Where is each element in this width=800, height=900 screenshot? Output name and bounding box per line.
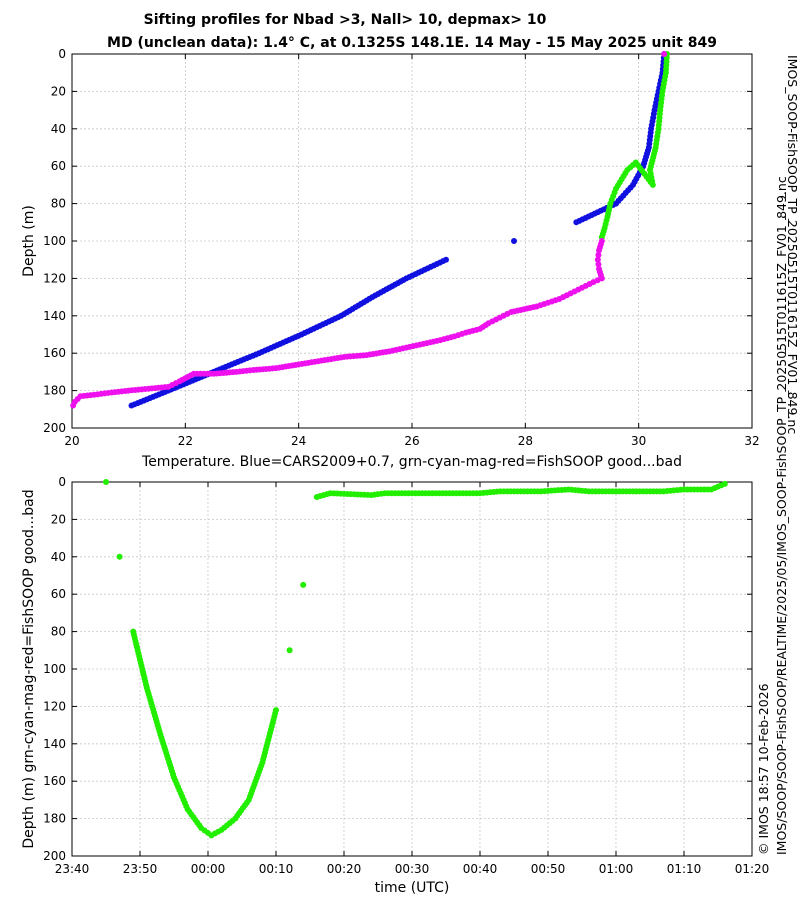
x-tick-label: 32: [744, 434, 759, 448]
chart-title-line2: MD (unclean data): 1.4° C, at 0.1325S 14…: [107, 35, 717, 51]
y-tick-label: 140: [43, 309, 66, 323]
y-tick-label: 100: [43, 234, 66, 248]
data-point: [596, 247, 602, 254]
side-label-path: IMOS/SOOP/SOOP-FishSOOP/REALTIME/2025/05…: [774, 176, 789, 855]
x-tick-label: 00:30: [395, 862, 430, 876]
data-point: [661, 51, 668, 57]
chart-title-line1: Sifting profiles for Nbad >3, Nall> 10, …: [144, 12, 547, 28]
axes-frame: [71, 481, 753, 857]
series-good: [598, 51, 670, 241]
x-tick-label: 01:10: [667, 862, 702, 876]
x-tick-label: 01:00: [599, 862, 634, 876]
y-tick-label: 80: [51, 197, 66, 211]
y-tick-label: 200: [43, 421, 66, 435]
y-tick-label: 160: [43, 774, 66, 788]
y-tick-label: 40: [51, 550, 66, 564]
data-point: [70, 402, 77, 409]
x-tick-label: 23:50: [123, 862, 158, 876]
y-tick-label: 120: [43, 271, 66, 285]
x-tick-label: 22: [178, 434, 193, 448]
data-point: [103, 479, 109, 485]
data-point: [721, 480, 728, 487]
y-axis-label: Depth (m) grn-cyan-mag-red=FishSOOP good…: [21, 489, 37, 848]
x-tick-label: 01:20: [735, 862, 770, 876]
data-point: [594, 256, 601, 263]
y-tick-label: 0: [58, 47, 66, 61]
x-axis-label: Temperature. Blue=CARS2009+0.7, grn-cyan…: [141, 454, 682, 470]
side-label-file: IMOS_SOOP-FishSOOP_TP_20250515T011615Z_F…: [785, 55, 800, 434]
x-tick-label: 24: [291, 434, 306, 448]
y-tick-label: 20: [51, 84, 66, 98]
side-label-credit: © IMOS 18:57 10-Feb-2026: [756, 683, 771, 855]
data-point: [511, 238, 517, 244]
data-point: [116, 553, 123, 560]
x-tick-label: 00:50: [531, 862, 566, 876]
data-point: [300, 581, 307, 588]
data-point: [595, 261, 602, 268]
x-tick-label: 00:10: [259, 862, 294, 876]
x-tick-label: 23:40: [55, 862, 90, 876]
x-tick-label: 30: [631, 434, 646, 448]
y-tick-label: 80: [51, 625, 66, 639]
x-tick-label: 00:00: [191, 862, 226, 876]
axes-frame: [71, 53, 753, 429]
x-tick-label: 20: [64, 434, 79, 448]
y-tick-label: 140: [43, 737, 66, 751]
series-good: [103, 479, 728, 839]
x-tick-label: 28: [518, 434, 533, 448]
y-axis-label: Depth (m): [21, 205, 37, 277]
x-tick-label: 00:20: [327, 862, 362, 876]
data-point: [286, 647, 293, 654]
data-point: [273, 707, 279, 714]
series-mag: [70, 51, 668, 409]
y-tick-label: 180: [43, 384, 66, 398]
y-tick-label: 160: [43, 346, 66, 360]
y-tick-label: 40: [51, 122, 66, 136]
x-tick-label: 26: [404, 434, 419, 448]
y-tick-label: 100: [43, 662, 66, 676]
y-tick-label: 120: [43, 699, 66, 713]
x-tick-label: 00:40: [463, 862, 498, 876]
data-point: [128, 402, 135, 409]
time-depth-panel: 23:40 23:50 00:00 00:10 00:20 00:30 00:40 00:50…: [21, 475, 769, 896]
y-tick-label: 20: [51, 512, 66, 526]
y-tick-label: 200: [43, 849, 66, 863]
y-tick-label: 60: [51, 159, 66, 173]
y-tick-label: 180: [43, 812, 66, 826]
data-point: [573, 219, 580, 226]
y-tick-label: 60: [51, 587, 66, 601]
y-tick-label: 0: [58, 475, 66, 489]
x-axis-label: time (UTC): [375, 880, 450, 896]
temperature-depth-panel: 20 22 24 26 28 30 32 0 20 40 60 80 100 120 140 160 180 20…: [21, 47, 760, 470]
data-point: [595, 252, 602, 259]
